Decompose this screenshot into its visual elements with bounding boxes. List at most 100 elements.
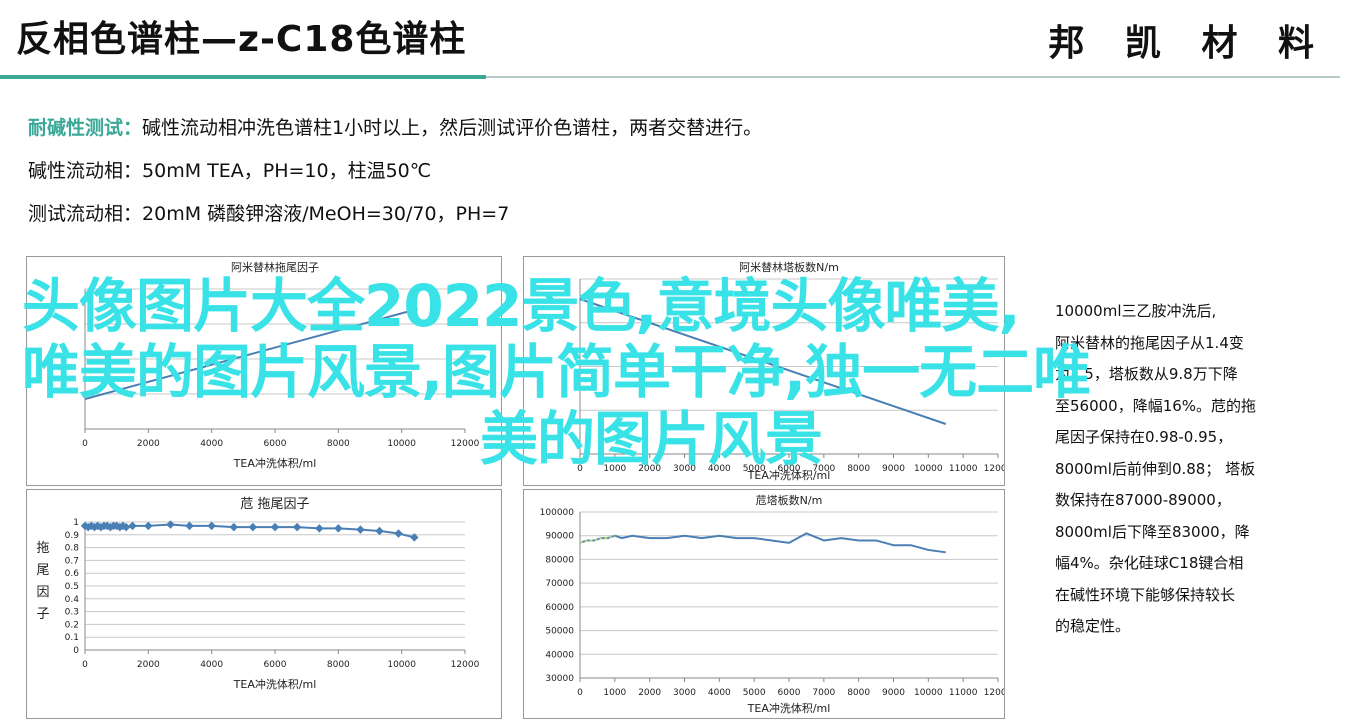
x-axis-label: TEA冲洗体积/ml [233,456,317,470]
x-tick-label: 9000 [882,688,905,698]
chart-panel-acenaphthene-plates: 苊塔板数N/m 30000 40000 50000 60000 70000 80000 900… [523,489,1005,719]
x-tick-label: 12000 [984,688,1004,698]
y-axis-label-char: 尾 [36,563,49,578]
y-axis-label-char: 因 [36,585,49,600]
side-line: 10000ml三乙胺冲洗后, [1055,302,1217,320]
x-tick-label: 3000 [673,688,696,698]
brand-logo: 邦 凯 材 料 [1048,23,1328,64]
chart-title: 苊塔板数N/m [756,493,823,507]
data-point [394,529,403,538]
x-tick-label: 12000 [451,660,480,670]
data-point [334,524,343,533]
x-tick-label: 4000 [708,688,731,698]
x-tick-label: 10000 [387,439,416,449]
y-tick-label: 0.7 [65,556,79,566]
data-point [292,522,302,532]
x-tick-label: 10000 [914,464,943,474]
y-tick-label: 0.5 [65,582,79,592]
side-line: 幅4%。杂化硅球C18键合相 [1055,554,1244,572]
x-tick-label: 12000 [984,464,1004,474]
x-tick-label: 1000 [603,688,626,698]
x-tick-label: 11000 [949,688,978,698]
series-line [579,532,946,554]
data-point [207,521,216,531]
y-axis-label-char: 拖 [36,541,49,556]
y-tick-label: 0.4 [65,595,80,605]
series-highlight [579,534,616,544]
page-title: 反相色谱柱—z-C18色谱柱 [16,19,467,60]
data-point [410,533,419,542]
x-tick-label: 7000 [812,464,835,474]
x-tick-label: 3000 [673,464,696,474]
x-tick-label: 4000 [200,439,223,449]
y-tick-label: 80000 [545,555,574,565]
y-tick-label: 50000 [545,627,574,637]
y-tick-label: 0.3 [65,608,79,618]
y-tick-label: 0.1 [65,633,79,643]
x-tick-label: 5000 [743,688,766,698]
y-tick-label: 70000 [545,579,574,589]
chart-svg: 阿米替林拖尾因子 0 2000 4000 6000 8000 10000 12000 TEA冲洗… [82,260,480,470]
overlay-caption-line-1: 头像图片大全2022景色,意境头像唯美, [22,272,1020,340]
x-tick-label: 4000 [200,660,223,670]
data-point [128,521,137,531]
data-point [185,521,194,531]
data-point [144,521,153,531]
side-line: 为1.5，塔板数从9.8万下降 [1055,365,1238,383]
chart-svg: 苊 拖尾因子 0 0.1 0.2 0.3 0.4 0.5 0.6 0.7 0.8 0.9 1 0 2000… [36,497,480,691]
x-tick-label: 11000 [949,464,978,474]
y-tick-label: 0.8 [65,544,80,554]
side-line: 在碱性环境下能够保持较长 [1055,585,1236,604]
x-tick-label: 9000 [882,464,905,474]
y-tick-label: 0 [73,646,79,656]
info-line-1-text: 碱性流动相冲洗色谱柱1小时以上，然后测试评价色谱柱，两者交替进行。 [142,117,763,139]
side-line: 尾因子保持在0.98-0.95， [1055,428,1233,446]
info-line-3-text: 20mM 磷酸钾溶液/MeOH=30/70，PH=7 [142,203,510,225]
x-tick-label: 0 [82,660,88,670]
x-tick-label: 8000 [847,464,870,474]
x-tick-label: 5000 [743,464,766,474]
info-line-3: 测试流动相：20mM 磷酸钾溶液/MeOH=30/70，PH=7 [28,199,509,226]
chart-svg: 阿米替林塔板数N/m 0 1000 2000 3000 4000 5000 6000 7000 8… [577,260,1004,482]
y-tick-label: 60000 [545,603,574,613]
y-tick-label: 100000 [540,508,575,518]
y-tick-label: 0.9 [65,531,80,541]
x-tick-label: 0 [577,688,583,698]
series-line [84,308,418,400]
info-line-1: 耐碱性测试：碱性流动相冲洗色谱柱1小时以上，然后测试评价色谱柱，两者交替进行。 [28,113,762,140]
x-tick-label: 6000 [778,688,801,698]
x-tick-label: 4000 [708,464,731,474]
data-point [229,522,239,532]
x-tick-label: 2000 [137,660,160,670]
x-tick-label: 0 [82,439,88,449]
side-line: 8000ml后前伸到0.88； 塔板 [1055,459,1256,478]
data-point [356,525,365,534]
x-tick-label: 0 [577,464,583,474]
x-tick-label: 12000 [451,439,480,449]
chart-title: 阿米替林拖尾因子 [231,260,319,274]
overlay-caption-line-2: 唯美的图片风景,图片简单干净,独一无二唯 [22,338,1091,406]
chart-panel-acenaphthene-tailing: 苊 拖尾因子 0 0.1 0.2 0.3 0.4 0.5 0.6 0.7 0.8 0.9 1 0 2000… [26,489,502,719]
x-tick-label: 8000 [847,688,870,698]
y-tick-label: 1 [73,518,79,528]
chart-svg: 苊塔板数N/m300004000050000600007000080000900… [540,493,1004,715]
chart-panel-amitriptyline-tailing: 阿米替林拖尾因子 0 2000 4000 6000 8000 10000 12000 TEA冲洗… [26,256,502,486]
x-tick-label: 6000 [264,660,287,670]
side-line: 数保持在87000-89000， [1055,491,1231,509]
info-line-3-label: 测试流动相： [28,203,143,225]
title-rule-accent [0,75,486,79]
series-line [579,298,947,425]
x-tick-label: 6000 [264,439,287,449]
x-tick-label: 1000 [603,464,626,474]
x-axis-label: TEA冲洗体积/ml [747,701,831,715]
info-line-1-label: 耐碱性测试： [28,117,143,139]
side-line: 阿米替林的拖尾因子从1.4变 [1055,333,1244,352]
x-tick-label: 8000 [327,660,350,670]
x-tick-label: 8000 [327,439,350,449]
y-tick-label: 30000 [545,674,574,684]
y-axis-label-char: 子 [36,607,49,622]
side-line: 至56000，降幅16%。苊的拖 [1055,396,1257,415]
x-axis-label: TEA冲洗体积/ml [233,677,317,691]
chart-panel-amitriptyline-plates: 阿米替林塔板数N/m 0 1000 2000 3000 4000 5000 6000 7000 8… [523,256,1005,486]
side-line: 的稳定性。 [1055,617,1131,635]
